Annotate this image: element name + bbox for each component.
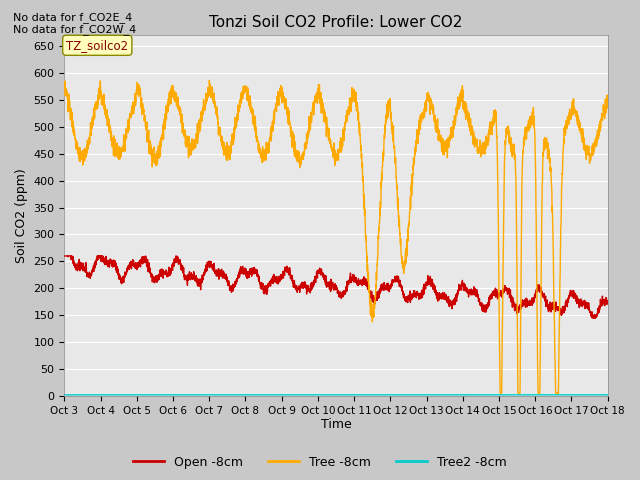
Title: Tonzi Soil CO2 Profile: Lower CO2: Tonzi Soil CO2 Profile: Lower CO2 [209, 15, 463, 30]
X-axis label: Time: Time [321, 419, 351, 432]
Legend: Open -8cm, Tree -8cm, Tree2 -8cm: Open -8cm, Tree -8cm, Tree2 -8cm [128, 451, 512, 474]
Y-axis label: Soil CO2 (ppm): Soil CO2 (ppm) [15, 168, 28, 263]
Text: No data for f_CO2E_4: No data for f_CO2E_4 [13, 12, 132, 23]
Text: TZ_soilco2: TZ_soilco2 [66, 39, 129, 52]
Text: No data for f_CO2W_4: No data for f_CO2W_4 [13, 24, 136, 35]
